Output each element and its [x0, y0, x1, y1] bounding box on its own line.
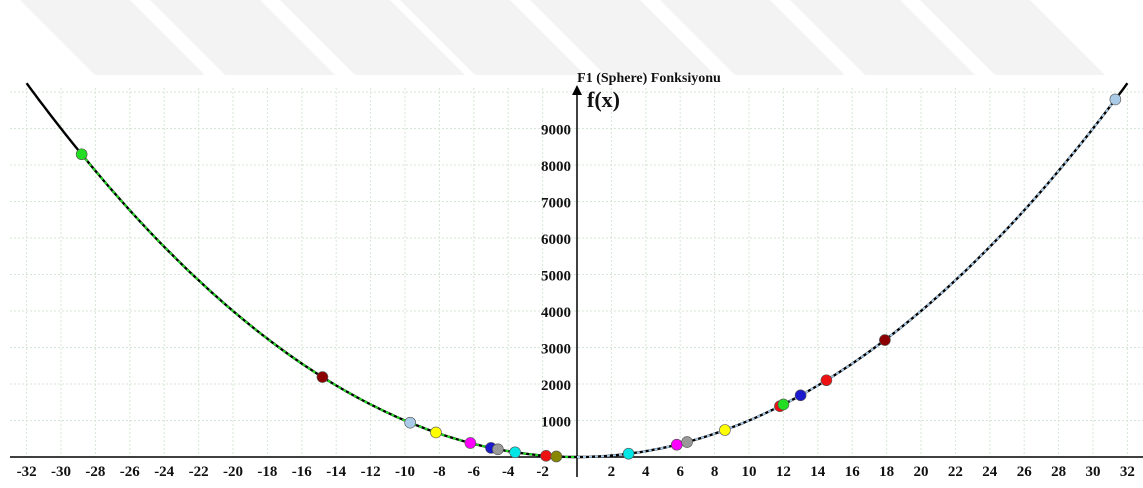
x-tick-label: 26 [1017, 464, 1033, 480]
watermark-stripe [280, 0, 465, 75]
x-tick-label: -10 [395, 464, 415, 480]
x-tick-label: -18 [257, 464, 277, 480]
x-tick-label: -4 [502, 464, 515, 480]
agent-point [777, 398, 790, 411]
watermark-stripe [920, 0, 1105, 75]
trail-layer [80, 99, 1116, 458]
y-axis-arrow-icon [572, 85, 582, 95]
point-layer [75, 93, 1122, 463]
watermark-stripe [790, 0, 975, 75]
y-tick-label: 2000 [541, 378, 571, 394]
x-tick-label: -6 [468, 464, 481, 480]
agent-point [464, 437, 477, 449]
agent-point [681, 436, 693, 448]
watermark-stripe [660, 0, 845, 75]
x-tick-label: 18 [879, 464, 894, 480]
agent-point [404, 416, 416, 429]
search-trail [80, 153, 577, 458]
x-tick-label: -16 [292, 464, 312, 480]
x-tick-label: 28 [1051, 464, 1066, 480]
x-tick-label: -24 [154, 464, 174, 480]
y-tick-label: 8000 [541, 159, 571, 175]
watermark-stripe [400, 0, 585, 75]
x-tick-label: 4 [642, 464, 650, 480]
x-tick-labels: -32 -30 -28 -26 -24 -22 -20 -18 -16 -14 -12 -10 -8 -6… [17, 464, 1135, 480]
x-tick-label: -14 [326, 464, 346, 480]
chart-title: F1 (Sphere) Fonksiyonu [577, 71, 721, 86]
x-tick-label: 16 [845, 464, 861, 480]
agent-point [622, 447, 635, 460]
agent-point [430, 426, 442, 439]
y-axis-label: f(x) [587, 87, 620, 112]
y-tick-label: 3000 [541, 342, 571, 358]
agent-point [794, 389, 807, 402]
watermark-stripes [20, 0, 1105, 75]
x-tick-label: 12 [776, 464, 791, 480]
y-tick-label: 5000 [541, 269, 571, 285]
axes [10, 85, 1143, 477]
agent-point [492, 443, 504, 456]
x-tick-label: 14 [810, 464, 826, 480]
x-tick-label: -8 [433, 464, 446, 480]
y-tick-label: 6000 [541, 232, 571, 248]
agent-point [509, 446, 521, 459]
grid-lines [10, 88, 1143, 458]
x-tick-label: -20 [223, 464, 243, 480]
y-tick-labels: 1000 2000 3000 4000 5000 6000 7000 8000 9000 [541, 123, 571, 431]
watermark-stripe [530, 0, 715, 75]
agent-point [75, 148, 88, 161]
x-tick-label: 2 [608, 464, 616, 480]
watermark-stripe [150, 0, 335, 75]
x-tick-label: 8 [711, 464, 719, 480]
agent-point [1109, 93, 1122, 106]
search-trail [577, 99, 1116, 458]
agent-point [540, 450, 552, 462]
x-tick-label: -22 [189, 464, 209, 480]
x-tick-label: -12 [361, 464, 381, 480]
agent-point [670, 438, 683, 451]
agent-point [316, 371, 329, 383]
x-tick-label: 22 [948, 464, 963, 480]
x-tick-label: 32 [1120, 464, 1135, 480]
x-tick-label: 6 [676, 464, 684, 480]
y-tick-label: 7000 [541, 196, 571, 212]
agent-point [550, 450, 563, 463]
x-tick-label: -26 [120, 464, 140, 480]
x-tick-label: -32 [17, 464, 37, 480]
x-tick-label: 20 [914, 464, 929, 480]
x-tick-label: -30 [51, 464, 71, 480]
watermark-stripe [20, 0, 205, 75]
x-tick-label: 10 [742, 464, 757, 480]
agent-point [719, 424, 731, 436]
y-tick-label: 1000 [541, 415, 571, 431]
y-tick-label: 9000 [541, 123, 571, 139]
x-tick-label: 30 [1086, 464, 1101, 480]
x-tick-label: -28 [85, 464, 105, 480]
x-tick-label: 24 [982, 464, 998, 480]
y-tick-label: 4000 [541, 305, 571, 321]
agent-point [820, 374, 833, 387]
agent-point [879, 334, 891, 346]
x-tick-label: -2 [536, 464, 549, 480]
